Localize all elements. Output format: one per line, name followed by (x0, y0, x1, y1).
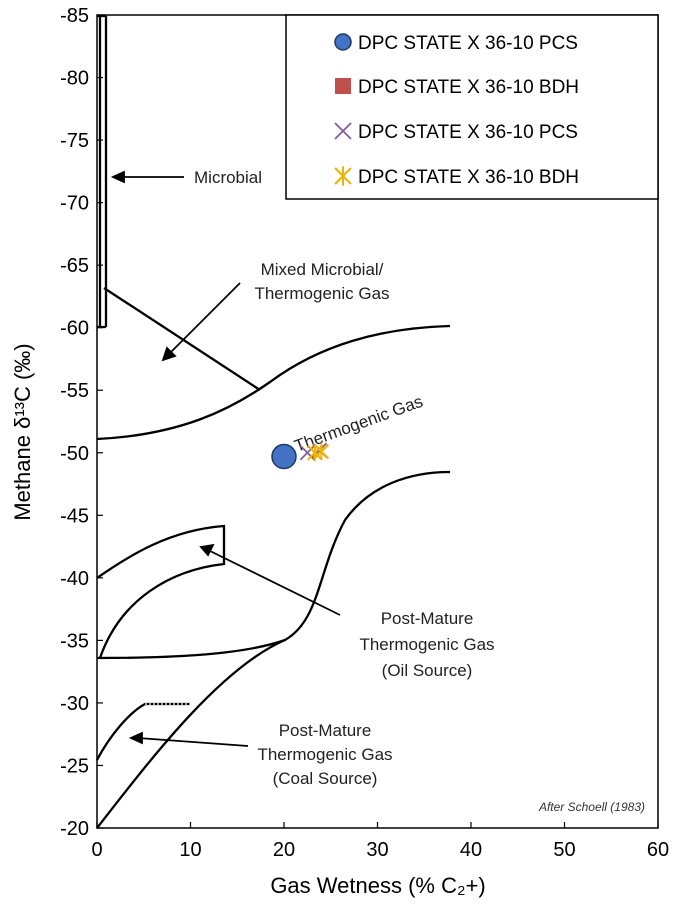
oil-arrowhead (199, 543, 215, 557)
legend-marker-asterisk (334, 166, 352, 186)
coal-arrowhead (128, 731, 143, 745)
x-tick-label: 60 (647, 839, 669, 861)
y-tick-label: -80 (60, 68, 89, 90)
data-markers (271, 442, 330, 470)
y-tick-label: -25 (60, 755, 89, 777)
y-axis-ticks: -85 -80 -75 -70 -65 -60 -55 -50 -45 -40 -35 -30 -25 -… (60, 5, 103, 840)
annotation-coal-2: Thermogenic Gas (257, 745, 392, 764)
y-tick-label: -45 (60, 505, 89, 527)
y-tick-label: -50 (60, 443, 89, 465)
y-tick-label: -70 (60, 193, 89, 215)
legend-label: DPC STATE X 36-10 PCS (358, 33, 578, 54)
credit-text: After Schoell (1983) (538, 800, 645, 814)
x-tick-label: 10 (179, 839, 201, 861)
annotation-coal-1: Post-Mature (279, 721, 372, 740)
mixed-arrowhead (161, 346, 177, 362)
arrows (110, 170, 341, 747)
y-tick-label: -85 (60, 5, 89, 27)
coal-arrow (137, 737, 249, 747)
legend: DPC STATE X 36-10 PCS DPC STATE X 36-10 B… (285, 14, 659, 200)
microbial-field-boundary (97, 14, 108, 329)
x-tick-label: 0 (91, 839, 102, 861)
data-point-asterisk (313, 443, 330, 460)
legend-label: DPC STATE X 36-10 BDH (358, 77, 579, 98)
y-tick-label: -30 (60, 693, 89, 715)
x-tick-label: 30 (366, 839, 388, 861)
data-point-x (299, 445, 316, 461)
x-tick-label: 20 (273, 839, 295, 861)
y-tick-label: -20 (60, 818, 89, 840)
y-tick-label: -65 (60, 255, 89, 277)
oil-source-field (96, 524, 286, 660)
legend-label: DPC STATE X 36-10 BDH (358, 167, 579, 188)
thermogenic-lower-boundary (96, 470, 451, 829)
x-tick-label: 40 (460, 839, 482, 861)
x-axis-ticks: 0 10 20 30 40 50 60 (91, 822, 669, 861)
y-tick-label: -35 (60, 630, 89, 652)
y-tick-label: -75 (60, 130, 89, 152)
annotation-oil-1: Post-Mature (381, 609, 474, 628)
legend-label: DPC STATE X 36-10 PCS (358, 122, 578, 143)
annotation-mixed-2: Thermogenic Gas (254, 284, 389, 303)
mixed-field-boundary (103, 287, 261, 391)
thermogenic-upper-boundary (96, 324, 451, 441)
annotation-oil-2: Thermogenic Gas (359, 635, 494, 654)
annotation-mixed-1: Mixed Microbial/ (261, 260, 384, 279)
annotation-oil-3: (Oil Source) (382, 661, 473, 680)
y-tick-label: -60 (60, 318, 89, 340)
x-tick-label: 50 (553, 839, 575, 861)
microbial-arrowhead (110, 170, 125, 184)
annotation-coal-3: (Coal Source) (273, 769, 378, 788)
coal-source-field (95, 702, 190, 761)
legend-marker-square (335, 78, 351, 94)
x-axis-title: Gas Wetness (% C₂+) (270, 873, 485, 898)
legend-marker-x (334, 122, 352, 140)
data-point-circle (271, 443, 297, 470)
mixed-arrow (167, 282, 241, 356)
y-tick-label: -40 (60, 568, 89, 590)
field-boundaries (95, 14, 451, 829)
y-tick-label: -55 (60, 380, 89, 402)
annotation-microbial: Microbial (194, 168, 262, 187)
legend-marker-circle (334, 33, 352, 51)
oil-arrow (207, 549, 341, 616)
y-axis-title: Methane δ¹³C (‰) (10, 343, 35, 520)
